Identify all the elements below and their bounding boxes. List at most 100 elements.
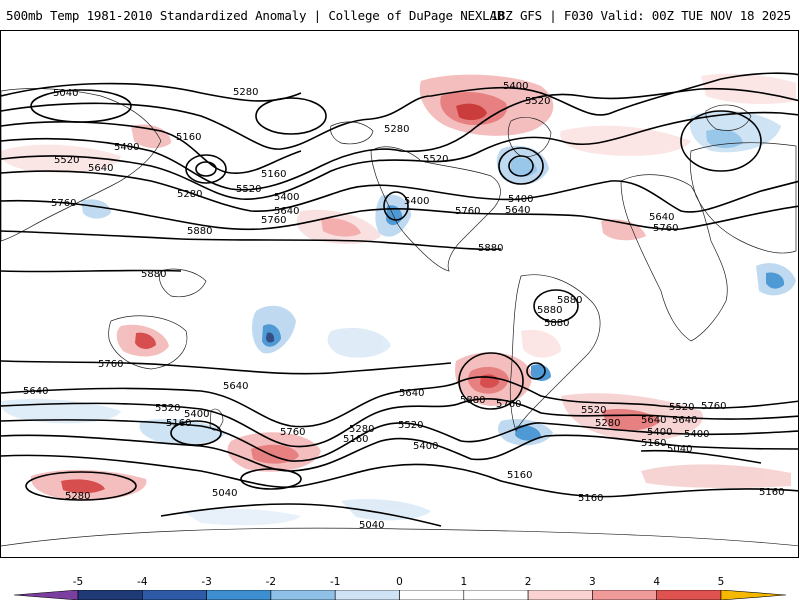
contour-label: 5760 — [98, 359, 123, 370]
colorbar-segment — [334, 590, 400, 600]
closed-low-california — [383, 191, 409, 221]
contour-label: 5040 — [667, 444, 692, 455]
contour-label: 5400 — [404, 196, 429, 207]
contour-label: 5520 — [398, 420, 423, 431]
contour-label: 5880 — [187, 226, 212, 237]
contour-label: 5400 — [274, 192, 299, 203]
scandinavia-outline — [705, 104, 752, 131]
colorbar-tick-label: 5 — [717, 576, 725, 588]
contour-5040-north — [1, 82, 302, 102]
colorbar-tick-label: 2 — [524, 576, 532, 588]
colorbar-tick-label: -2 — [265, 576, 277, 588]
map-panel: 5040 5280 5160 5400 5520 5640 5280 5160 … — [0, 30, 799, 558]
contour-label: 5400 — [684, 429, 709, 440]
contour-label: 5640 — [672, 415, 697, 426]
contour-5280-north — [1, 72, 798, 150]
contour-label: 5760 — [701, 401, 726, 412]
contour-5160-south — [1, 454, 798, 498]
contour-label: 5880 — [460, 395, 485, 406]
contour-5640-south — [1, 376, 798, 428]
closed-low-gulf-alaska — [255, 97, 327, 135]
contour-label: 5640 — [88, 163, 113, 174]
closed-high-south-atlantic — [458, 352, 524, 410]
contour-label: 5160 — [261, 169, 286, 180]
contour-labels: 5040 5280 5160 5400 5520 5640 5280 5160 … — [23, 81, 784, 531]
antarctica-outline — [1, 527, 798, 547]
colorbar-tick-label: -1 — [329, 576, 341, 588]
closed-low-hudson — [498, 147, 544, 185]
eurasia-outline — [689, 142, 797, 254]
colorbar-tick-label: 4 — [653, 576, 661, 588]
contour-5880-tropics — [1, 269, 182, 273]
contour-label: 5280 — [384, 124, 409, 135]
colorbar-segment — [592, 590, 658, 600]
contour-label: 5880 — [544, 318, 569, 329]
contour-label: 5400 — [413, 441, 438, 452]
contour-5640-north — [1, 170, 798, 213]
contour-label: 5640 — [505, 205, 530, 216]
contour-label: 5880 — [478, 243, 503, 254]
closed-low-antarctic-2 — [240, 468, 302, 490]
contour-label: 5160 — [166, 418, 191, 429]
contour-label: 5160 — [759, 487, 784, 498]
contour-label: 5040 — [212, 488, 237, 499]
closed-low-south-america — [526, 362, 546, 380]
colorbar-segment — [527, 590, 593, 600]
colorbar — [13, 590, 787, 600]
colorbar-segment — [656, 590, 722, 600]
contour-label: 5040 — [359, 520, 384, 531]
contour-5520-north — [1, 111, 798, 200]
contour-label: 5160 — [176, 132, 201, 143]
contour-label: 5160 — [641, 438, 666, 449]
closed-low-hudson-inner — [508, 155, 534, 177]
colorbar-segment — [206, 590, 272, 600]
colorbar-tick-label: 1 — [460, 576, 468, 588]
colorbar-segment — [399, 590, 465, 600]
contour-label: 5400 — [503, 81, 528, 92]
colorbar-tick-label: 0 — [396, 576, 403, 588]
contour-label: 5280 — [233, 87, 258, 98]
south-america-outline — [509, 274, 601, 432]
anomaly-map: 5040 5280 5160 5400 5520 5640 5280 5160 … — [1, 31, 798, 557]
closed-high-brazil — [533, 289, 579, 323]
contour-label: 5520 — [236, 184, 261, 195]
contour-label: 5880 — [557, 295, 582, 306]
contour-label: 5760 — [261, 215, 286, 226]
colorbar-extend-min — [13, 590, 79, 600]
height-contours — [1, 72, 798, 527]
colorbar-tick-label: -4 — [137, 576, 148, 588]
contour-label: 5880 — [141, 269, 166, 280]
europe-africa-outline — [620, 174, 728, 342]
closed-low-pacific — [185, 154, 227, 184]
contour-label: 5400 — [508, 194, 533, 205]
contour-label: 5520 — [155, 403, 180, 414]
contour-label: 5520 — [525, 96, 550, 107]
contour-5040-south-2 — [640, 449, 762, 464]
contour-label: 5520 — [54, 155, 79, 166]
contour-label: 5280 — [177, 189, 202, 200]
closed-low-siberia — [30, 89, 132, 123]
colorbar-tick-label: -5 — [72, 576, 84, 588]
contour-label: 5040 — [53, 88, 78, 99]
contour-label: 5160 — [578, 493, 603, 504]
contour-label: 5760 — [280, 427, 305, 438]
contour-label: 5520 — [581, 405, 606, 416]
contour-label: 5160 — [507, 470, 532, 481]
contour-label: 5640 — [649, 212, 674, 223]
closed-low-pacific-inner — [195, 161, 217, 177]
contour-label: 5640 — [223, 381, 248, 392]
asia-west-outline — [1, 88, 162, 242]
contour-label: 5760 — [653, 223, 678, 234]
colorbar-segment — [142, 590, 207, 600]
model-valid-time: 18Z GFS | F030 Valid: 00Z TUE NOV 18 202… — [490, 8, 792, 23]
colorbar-tick-label: 3 — [589, 576, 596, 588]
colorbar-segment — [77, 590, 143, 600]
contour-label: 5160 — [343, 434, 368, 445]
map-title: 500mb Temp 1981-2010 Standardized Anomal… — [6, 8, 505, 23]
closed-low-antarctic-1 — [25, 471, 137, 501]
contour-5400-north — [1, 87, 798, 191]
closed-low-tasman — [170, 420, 222, 446]
colorbar-tick-label: -3 — [201, 576, 212, 588]
contour-label: 5640 — [23, 386, 48, 397]
contour-label: 5760 — [51, 198, 76, 209]
